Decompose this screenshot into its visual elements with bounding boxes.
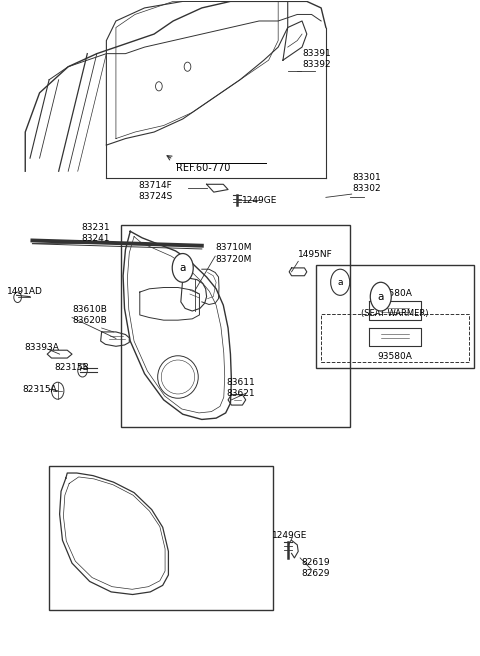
Text: (SEAT WARMER): (SEAT WARMER) <box>361 309 429 318</box>
Bar <box>316 265 474 369</box>
Text: 82315A: 82315A <box>23 385 58 394</box>
Text: 1491AD: 1491AD <box>7 287 43 296</box>
Text: 83714F
83724S: 83714F 83724S <box>139 181 173 201</box>
Text: a: a <box>180 263 186 273</box>
Text: 93580A: 93580A <box>378 289 412 298</box>
Text: 1495NF: 1495NF <box>298 251 333 259</box>
Text: 83391
83392: 83391 83392 <box>302 49 331 69</box>
Text: 83231
83241: 83231 83241 <box>82 223 110 243</box>
Text: 83301
83302: 83301 83302 <box>352 173 381 194</box>
Text: 82619
82629: 82619 82629 <box>301 558 330 579</box>
Circle shape <box>331 269 350 295</box>
Text: 83710M
83720M: 83710M 83720M <box>215 243 252 264</box>
Text: 1249GE: 1249GE <box>273 531 308 541</box>
Text: REF.60-770: REF.60-770 <box>176 163 230 173</box>
Text: 93580A: 93580A <box>378 352 412 361</box>
Text: 1249GE: 1249GE <box>242 196 278 205</box>
Text: 83393A: 83393A <box>24 343 59 352</box>
Text: a: a <box>337 277 343 287</box>
Text: 82315B: 82315B <box>55 363 90 372</box>
Circle shape <box>172 253 193 282</box>
Bar <box>120 225 350 427</box>
Bar <box>321 314 469 362</box>
Text: a: a <box>378 292 384 302</box>
Text: 83611
83621: 83611 83621 <box>227 378 255 398</box>
Text: 83610B
83620B: 83610B 83620B <box>72 305 107 325</box>
Circle shape <box>370 282 391 311</box>
Bar <box>49 466 274 610</box>
